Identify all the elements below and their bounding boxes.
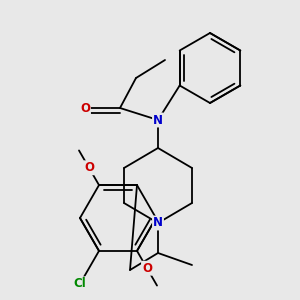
Text: O: O xyxy=(84,161,94,174)
Text: N: N xyxy=(153,217,163,230)
Text: O: O xyxy=(142,262,152,275)
Text: N: N xyxy=(153,113,163,127)
Text: Cl: Cl xyxy=(74,277,86,290)
Text: O: O xyxy=(80,101,90,115)
